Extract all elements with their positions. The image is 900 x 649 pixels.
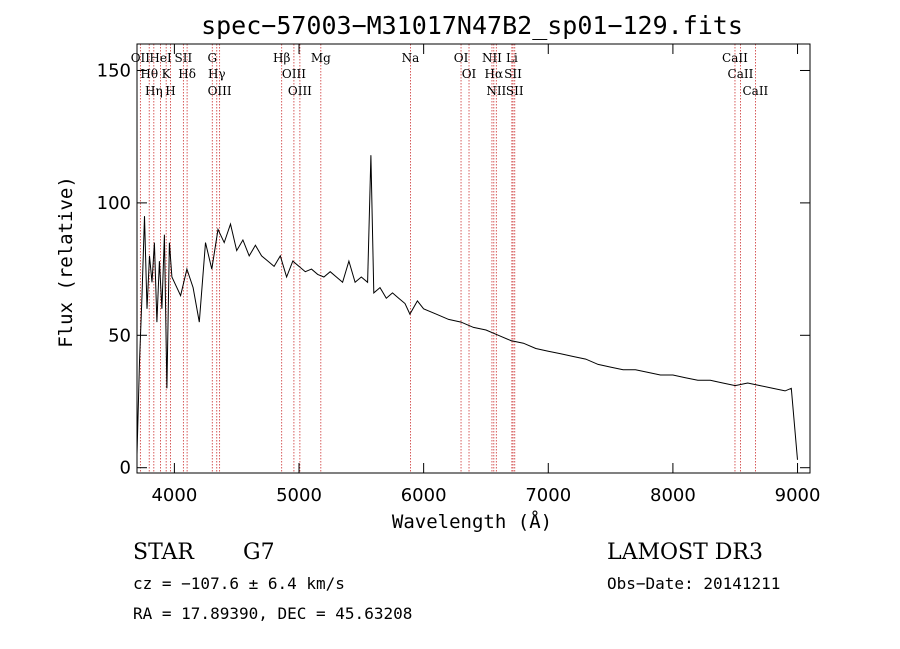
x-tick-label: 5000 — [276, 485, 322, 506]
chart-title: spec−57003−M31017N47B2_sp01−129.fits — [201, 11, 743, 40]
emission-line-label: Li — [506, 51, 518, 65]
emission-line-label: Hα — [485, 67, 504, 81]
spectrum-line — [136, 155, 798, 460]
emission-line-label: H — [165, 84, 175, 98]
emission-line-label: Hθ — [140, 67, 158, 81]
emission-line-label: OIII — [288, 84, 312, 98]
emission-line-label: OI — [454, 51, 469, 65]
emission-line-labels: OII Hθ Hη HeI KH SII Hδ G Hγ OIII Hβ OIII OIII Mg Na OI… — [131, 51, 769, 98]
emission-line-label: NII — [486, 84, 506, 98]
emission-line-label: G — [207, 51, 217, 65]
x-axis-label: Wavelength (Å) — [392, 510, 552, 533]
x-tick-label: 8000 — [650, 485, 696, 506]
emission-line-label: Hβ — [273, 51, 290, 65]
emission-line-label: OIII — [282, 67, 306, 81]
emission-line-label: HeI — [149, 51, 172, 65]
emission-line-label: SII — [506, 84, 524, 98]
emission-line-label: K — [162, 67, 172, 81]
plot-frame — [136, 43, 811, 474]
coordinates: RA = 17.89390, DEC = 45.63208 — [133, 604, 412, 623]
emission-line-label: SII — [504, 67, 522, 81]
x-tick-label: 4000 — [151, 485, 197, 506]
emission-line-label: Na — [402, 51, 420, 65]
emission-line-label: Hη — [145, 84, 163, 98]
emission-line-label: CaII — [722, 51, 748, 65]
emission-line-label: OII — [131, 51, 151, 65]
object-subclass: G7 — [243, 540, 275, 565]
obs-date: Obs−Date: 20141211 — [607, 574, 780, 593]
emission-line-label: OIII — [208, 84, 232, 98]
y-tick-label: 0 — [120, 458, 131, 479]
emission-line-label: CaII — [742, 84, 768, 98]
emission-line-label: CaII — [728, 67, 754, 81]
axis-ticks: 4000 5000 6000 7000 8000 9000 0 50 100 150 — [97, 44, 821, 506]
emission-line-label: Hδ — [178, 67, 196, 81]
emission-line-markers — [139, 44, 756, 473]
x-tick-label: 9000 — [775, 485, 821, 506]
x-tick-label: 6000 — [401, 485, 447, 506]
y-tick-label: 100 — [97, 193, 131, 214]
redshift-readout: cz = −107.6 ± 6.4 km/s — [133, 574, 345, 593]
survey-name: LAMOST DR3 — [607, 540, 763, 565]
y-tick-label: 50 — [108, 325, 131, 346]
spectrum-layer — [136, 155, 798, 460]
object-class: STAR — [133, 540, 195, 565]
emission-line-label: SII — [175, 51, 193, 65]
y-tick-label: 150 — [97, 60, 131, 81]
emission-line-label: OI — [462, 67, 477, 81]
emission-line-label: Hγ — [208, 67, 226, 81]
emission-line-label: Mg — [311, 51, 331, 65]
x-tick-label: 7000 — [525, 485, 571, 506]
y-axis-label: Flux (relative) — [55, 176, 77, 348]
emission-line-label: NII — [482, 51, 502, 65]
